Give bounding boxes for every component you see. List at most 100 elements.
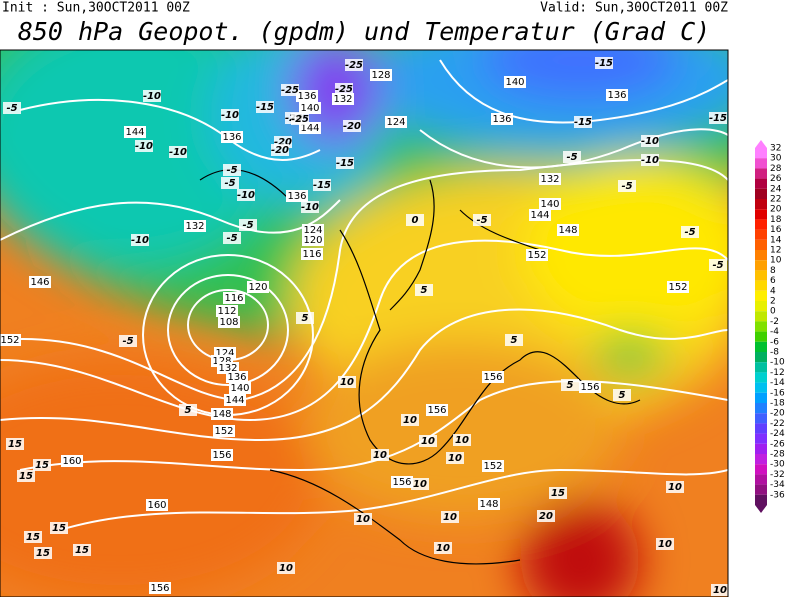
colorbar-bottom-arrow (755, 505, 767, 513)
temperature-label-box (681, 226, 699, 238)
geopotential-label: 148 (558, 225, 577, 236)
geopotential-label: 120 (303, 235, 322, 246)
temperature-label: 10 (403, 415, 417, 426)
geopotential-label-box (124, 126, 146, 138)
colorbar-label: -24 (770, 429, 785, 439)
colorbar-label: 16 (770, 225, 782, 235)
colorbar-label: -34 (770, 480, 785, 490)
colorbar-label: -12 (770, 368, 785, 378)
geopotential-label: 160 (62, 456, 81, 467)
geopotential-label: 156 (150, 583, 169, 594)
colorbar-swatch (755, 423, 767, 434)
temperature-label-box (419, 435, 437, 447)
temperature-label-box (296, 312, 314, 324)
colorbar-label: -36 (770, 490, 785, 500)
colorbar-swatch (755, 148, 767, 159)
colorbar-label: 14 (770, 235, 782, 245)
colorbar-label: 8 (770, 266, 776, 276)
temperature-label-box (271, 144, 289, 156)
temperature-label-box (223, 232, 241, 244)
colorbar-swatch (755, 331, 767, 342)
colorbar-label: -26 (770, 439, 785, 449)
geopotential-label: 132 (218, 363, 237, 374)
colorbar-label: 2 (770, 297, 776, 307)
colorbar-label: -28 (770, 450, 785, 460)
colorbar-swatch (755, 403, 767, 414)
geopotential-label: 136 (297, 91, 316, 102)
colorbar-swatch (755, 229, 767, 240)
temperature-label-box (73, 544, 91, 556)
geopotential-contours (0, 59, 728, 531)
colorbar-label: 28 (770, 164, 782, 174)
init-time: Init : Sun,30OCT2011 00Z (2, 1, 190, 16)
temperature-label-box (34, 547, 52, 559)
temperature-label-box (179, 404, 197, 416)
geopotential-label: 136 (227, 372, 246, 383)
geopotential-label: 120 (248, 282, 267, 293)
geopotential-label: 144 (125, 127, 144, 138)
geopotential-label-box (247, 281, 269, 293)
temperature-label-box (345, 59, 363, 71)
geopotential-label-box (0, 334, 21, 346)
temperature-label-box (313, 179, 331, 191)
temperature-label-box (709, 112, 727, 124)
geopotential-label: 156 (483, 372, 502, 383)
colorbar-label: 18 (770, 215, 782, 225)
map-title: 850 hPa Geopot. (gpdm) und Temperatur (G… (18, 17, 710, 46)
temperature-label-box (33, 459, 51, 471)
temperature-label-box (549, 487, 567, 499)
geopotential-label: 124 (303, 225, 322, 236)
colorbar-swatch (755, 280, 767, 291)
temperature-label: -5 (621, 181, 632, 192)
colorbar-label: 12 (770, 246, 781, 256)
temperature-label: -10 (237, 190, 255, 201)
temperature-label-box (371, 449, 389, 461)
geopotential-label: 152 (527, 250, 546, 261)
geopotential-label: 140 (540, 199, 559, 210)
temperature-label: 10 (421, 436, 435, 447)
temperature-label-box (281, 84, 299, 96)
temperature-label: 10 (668, 482, 682, 493)
geopotential-label: 156 (580, 382, 599, 393)
geopotential-label: 156 (212, 450, 231, 461)
geopotential-label-box (370, 69, 392, 81)
geopotential-label-box (29, 276, 51, 288)
geopotential-label-box (221, 131, 243, 143)
temperature-label: -20 (343, 121, 361, 132)
temperature-label-box (595, 57, 613, 69)
temperature-label-box (143, 90, 161, 102)
temperature-label: 15 (75, 545, 89, 556)
temperature-label-box (336, 157, 354, 169)
colorbar-label: -6 (770, 337, 779, 347)
temperature-label-box (453, 434, 471, 446)
colorbar-label: -10 (770, 358, 785, 368)
temperature-label: 10 (279, 563, 293, 574)
geopotential-label: 128 (212, 356, 231, 367)
colorbar-swatch (755, 413, 767, 424)
temperature-label-box (6, 438, 24, 450)
geopotential-label-box (539, 173, 561, 185)
geopotential-label: 132 (185, 221, 204, 232)
geopotential-label-box (213, 425, 235, 437)
geopotential-label-box (149, 582, 171, 594)
temperature-label: 5 (511, 335, 518, 346)
temperature-label: -10 (641, 136, 659, 147)
temperature-label: 15 (19, 471, 33, 482)
temperature-label-box (411, 478, 429, 490)
colorbar-swatch (755, 433, 767, 444)
colorbar-swatch (755, 178, 767, 189)
colorbar-label: -22 (770, 419, 785, 429)
geopotential-label-box (218, 316, 240, 328)
colorbar-swatch (755, 260, 767, 271)
temperature-label: 5 (567, 380, 574, 391)
geopotential-label: 124 (215, 348, 234, 359)
geopotential-label-box (482, 460, 504, 472)
geopotential-label-box (579, 381, 601, 393)
temperature-label-box (338, 376, 356, 388)
map-frame (0, 49, 729, 597)
temperature-label: 10 (356, 514, 370, 525)
temperature-label-box (574, 116, 592, 128)
temperature-label-box (17, 470, 35, 482)
